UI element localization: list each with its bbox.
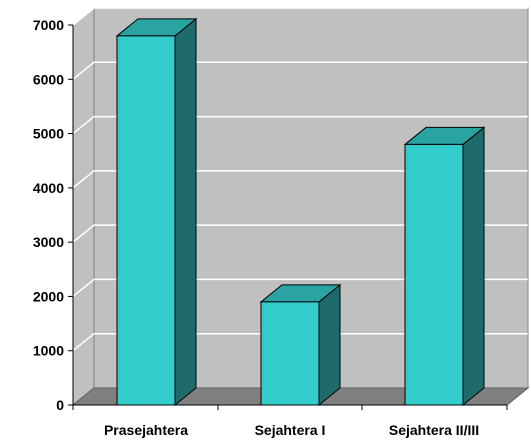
y-tick-label: 6000 [33, 71, 64, 87]
y-tick-label: 5000 [33, 126, 64, 142]
bar-side [462, 126, 485, 407]
bar [259, 283, 342, 407]
bars [115, 17, 486, 407]
bar-front [116, 35, 176, 406]
gridline [72, 7, 528, 26]
gridline [72, 278, 528, 298]
gridline [72, 170, 528, 189]
y-tick-label: 2000 [33, 288, 64, 304]
category-label: Prasejahtera [104, 422, 188, 438]
bar-side [318, 283, 341, 407]
gridline [72, 224, 528, 243]
bar-side [174, 17, 197, 407]
labels: 0 1000 2000 3000 4000 5000 6000 7000 Prasejahter… [33, 17, 479, 438]
gridline [72, 332, 528, 352]
bar-front [404, 143, 464, 406]
bar [403, 126, 486, 407]
side-wall [72, 6, 95, 407]
gridlines [72, 7, 528, 352]
bar-front [260, 301, 320, 406]
y-tick-label: 4000 [33, 180, 64, 196]
y-tick-label: 0 [56, 397, 64, 413]
y-tick-label: 7000 [33, 17, 64, 33]
y-tick-label: 1000 [33, 343, 64, 359]
bar [115, 17, 198, 407]
category-label: Sejahtera I [255, 422, 326, 438]
category-label: Sejahtera II/III [389, 422, 479, 438]
y-tick-label: 3000 [33, 234, 64, 250]
gridline [72, 61, 528, 80]
gridline [72, 115, 528, 135]
